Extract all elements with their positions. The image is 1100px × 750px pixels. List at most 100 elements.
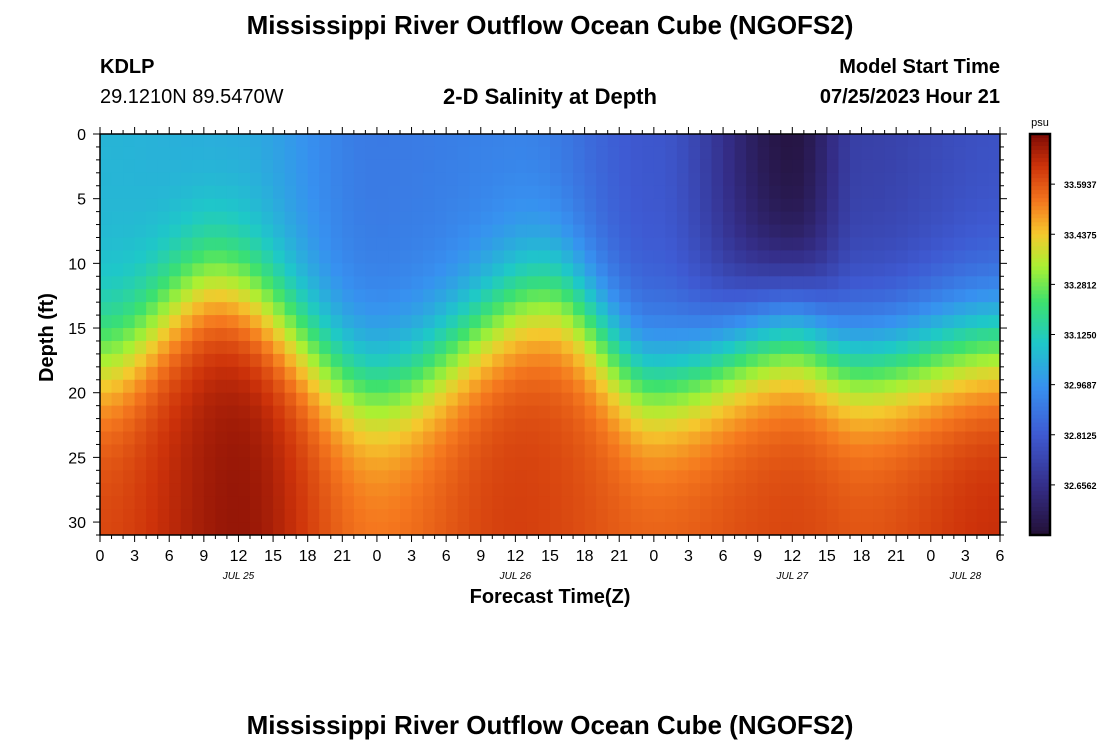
x-tick-label: 12 <box>230 548 248 565</box>
heatmap-cell <box>284 353 297 368</box>
heatmap-cell <box>388 302 401 316</box>
heatmap-cell <box>296 522 309 535</box>
heatmap-cell <box>988 315 1000 329</box>
heatmap-cell <box>388 250 401 264</box>
heatmap-cell <box>711 159 724 174</box>
colorbar-segment <box>1030 446 1050 452</box>
heatmap-cell <box>273 263 286 277</box>
heatmap-cell <box>273 457 286 471</box>
heatmap-cell <box>388 263 401 277</box>
heatmap-cell <box>434 379 447 394</box>
heatmap-cell <box>526 483 540 497</box>
heatmap-cell <box>134 250 147 264</box>
heatmap-cell <box>907 457 920 471</box>
heatmap-cell <box>642 289 655 303</box>
heatmap-cell <box>607 276 620 290</box>
heatmap-cell <box>238 250 251 264</box>
heatmap-cell <box>653 483 666 497</box>
heatmap-cell <box>919 289 932 303</box>
heatmap-cell <box>411 366 424 381</box>
heatmap-cell <box>619 289 632 303</box>
heatmap-cell <box>388 392 401 407</box>
heatmap-cell <box>642 250 655 264</box>
heatmap-cell <box>838 250 851 264</box>
heatmap-cell <box>411 237 424 252</box>
heatmap-cell <box>584 237 597 252</box>
heatmap-cell <box>353 457 366 471</box>
heatmap-cell <box>803 496 816 510</box>
heatmap-cell <box>919 134 932 148</box>
heatmap-cell <box>226 172 240 187</box>
model-start-label: Model Start Time <box>839 56 1000 78</box>
heatmap-cell <box>815 211 828 226</box>
heatmap-cell <box>561 392 574 407</box>
heatmap-cell <box>480 353 493 368</box>
heatmap-cell <box>353 146 366 161</box>
heatmap-cell <box>584 340 597 355</box>
heatmap-cell <box>180 340 193 355</box>
heatmap-cell <box>515 289 528 303</box>
heatmap-cell <box>596 405 609 420</box>
heatmap-cell <box>619 263 632 277</box>
heatmap-cell <box>446 522 459 535</box>
heatmap-cell <box>723 457 736 471</box>
heatmap-cell <box>988 418 1000 433</box>
colorbar-segment <box>1030 398 1050 404</box>
heatmap-cell <box>457 211 470 226</box>
colorbar-segment <box>1030 374 1050 380</box>
heatmap-cell <box>192 224 205 239</box>
heatmap-cell <box>526 509 540 523</box>
heatmap-cell <box>134 496 147 510</box>
heatmap-cell <box>619 146 632 161</box>
heatmap-cell <box>526 224 540 239</box>
heatmap-cell <box>746 509 759 523</box>
heatmap-cell <box>123 250 136 264</box>
heatmap-cell <box>123 302 136 316</box>
heatmap-cell <box>653 237 666 252</box>
x-tick-label: 0 <box>926 548 935 565</box>
heatmap-cell <box>953 302 966 316</box>
heatmap-cell <box>100 457 113 471</box>
heatmap-cell <box>319 328 332 342</box>
heatmap-cell <box>826 470 840 484</box>
heatmap-cell <box>723 522 736 535</box>
heatmap-cell <box>953 405 966 420</box>
heatmap-cell <box>226 237 240 252</box>
heatmap-cell <box>642 198 655 213</box>
heatmap-cell <box>411 172 424 187</box>
heatmap-cell <box>976 263 990 277</box>
x-date-label: JUL 26 <box>499 571 532 582</box>
heatmap-cell <box>607 211 620 226</box>
heatmap-cell <box>157 328 170 342</box>
heatmap-cell <box>873 405 886 420</box>
heatmap-cell <box>942 263 955 277</box>
heatmap-cell <box>965 198 978 213</box>
heatmap-cell <box>134 172 147 187</box>
heatmap-cell <box>873 496 886 510</box>
heatmap-cell <box>896 263 909 277</box>
heatmap-cell <box>861 276 874 290</box>
heatmap-cell <box>642 353 655 368</box>
heatmap-cell <box>446 315 459 329</box>
heatmap-cell <box>180 366 193 381</box>
heatmap-cell <box>988 366 1000 381</box>
heatmap-cell <box>215 379 228 394</box>
colorbar-segment <box>1030 466 1050 472</box>
heatmap-cell <box>734 289 747 303</box>
heatmap-cell <box>273 366 286 381</box>
heatmap-cell <box>896 224 909 239</box>
heatmap-cell <box>792 315 805 329</box>
heatmap-cell <box>169 185 182 200</box>
heatmap-cell <box>561 340 574 355</box>
heatmap-cell <box>596 470 609 484</box>
heatmap-cell <box>919 470 932 484</box>
heatmap-cell <box>711 328 724 342</box>
heatmap-cell <box>284 496 297 510</box>
heatmap-cell <box>792 457 805 471</box>
colorbar-segment <box>1030 482 1050 488</box>
heatmap-cell <box>630 276 643 290</box>
heatmap-cell <box>376 353 390 368</box>
heatmap-cell <box>226 263 240 277</box>
heatmap-cell <box>953 289 966 303</box>
heatmap-cell <box>676 379 690 394</box>
